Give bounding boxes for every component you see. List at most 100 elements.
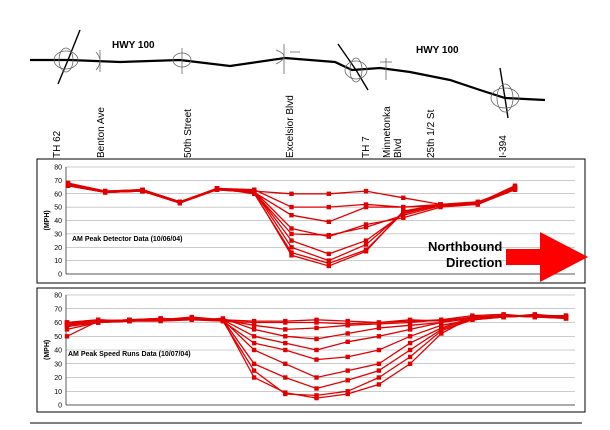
data-point	[283, 347, 288, 353]
data-point	[214, 187, 220, 192]
data-point	[314, 375, 319, 380]
data-point	[64, 323, 70, 328]
data-point	[345, 354, 350, 360]
direction-label-line1: Northbound	[428, 239, 502, 254]
y-tick-label: 20	[54, 375, 62, 382]
data-point	[283, 361, 288, 366]
data-point	[563, 316, 569, 321]
data-point	[251, 323, 257, 328]
data-point	[439, 320, 444, 325]
y-tick-label: 80	[54, 165, 62, 172]
data-point	[140, 188, 145, 194]
data-point	[220, 317, 226, 322]
data-point	[289, 204, 294, 210]
direction-arrow-icon	[506, 232, 588, 282]
data-point	[438, 202, 443, 207]
data-point	[407, 340, 413, 346]
data-point	[475, 200, 480, 206]
data-point	[363, 188, 369, 194]
data-point	[289, 250, 294, 255]
y-tick-label: 30	[54, 361, 62, 368]
data-point	[251, 334, 257, 339]
data-point	[289, 245, 294, 250]
data-point	[345, 331, 350, 336]
data-point	[376, 325, 382, 331]
data-point	[363, 204, 369, 210]
y-tick-label: 0	[58, 403, 62, 410]
y-tick-label: 30	[54, 231, 62, 238]
data-point	[439, 317, 444, 322]
y-axis-label: (MPH)	[44, 210, 51, 230]
location-label-th62: TH 62	[52, 130, 63, 158]
data-point	[363, 242, 369, 247]
data-point	[251, 340, 257, 346]
branch-line-th7	[337, 43, 369, 91]
data-point	[376, 375, 382, 380]
data-point	[401, 204, 406, 210]
data-point	[407, 361, 413, 366]
data-point	[96, 320, 101, 325]
y-axis-label: (MPH)	[44, 340, 51, 360]
data-point	[326, 233, 331, 238]
data-point	[326, 261, 331, 266]
location-label-blvd: Blvd	[393, 139, 404, 158]
data-point	[345, 391, 350, 397]
data-point	[314, 393, 319, 398]
data-point	[345, 318, 350, 324]
location-labels: TH 62 Benton Ave 50th Street Excelsior B…	[52, 95, 509, 158]
series-line-7	[66, 314, 566, 379]
y-tick-label: 40	[54, 348, 62, 355]
interchange-th62	[53, 47, 79, 73]
y-tick-label: 60	[54, 191, 62, 198]
data-point	[283, 340, 288, 346]
data-point	[470, 317, 475, 322]
data-point	[326, 258, 331, 263]
data-point	[251, 320, 257, 325]
chart-title: AM Peak Detector Data (10/06/04)	[72, 236, 183, 243]
data-point	[376, 382, 382, 387]
data-point	[64, 334, 70, 339]
y-tick-label: 70	[54, 178, 62, 185]
interchange-minnetonka	[380, 58, 392, 80]
highway-label-1: HWY 100	[112, 40, 155, 51]
data-point	[189, 317, 194, 322]
data-point	[512, 184, 518, 190]
data-point	[283, 390, 288, 395]
location-label-benton-ave: Benton Ave	[96, 107, 107, 158]
interchange-excelsior	[275, 44, 300, 74]
data-point	[326, 263, 331, 269]
data-point	[532, 314, 537, 320]
interchange-i394	[490, 83, 520, 113]
y-tick-label: 10	[54, 258, 62, 265]
data-point	[501, 313, 506, 318]
data-point	[289, 213, 294, 218]
data-point	[363, 249, 369, 254]
branch-line-th62	[57, 29, 81, 85]
data-point	[251, 368, 257, 373]
data-point	[376, 321, 382, 327]
data-point	[314, 347, 319, 353]
data-point	[314, 357, 319, 362]
interchange-50th	[172, 48, 192, 74]
data-point	[345, 378, 350, 383]
data-point	[439, 331, 444, 336]
data-point	[407, 320, 413, 325]
data-point	[401, 195, 406, 200]
data-point	[289, 226, 294, 231]
data-point	[251, 375, 257, 380]
data-point	[251, 327, 257, 332]
data-point	[64, 320, 70, 325]
data-point	[289, 253, 294, 258]
data-point	[363, 222, 369, 227]
data-point	[326, 219, 331, 224]
data-point	[345, 339, 350, 344]
data-point	[376, 361, 382, 366]
data-point	[251, 347, 257, 353]
y-tick-label: 80	[54, 293, 62, 300]
highway-map: HWY 100 HWY 100	[30, 29, 546, 119]
chart-speed-runs-data: 0 10 20 30 40 50 60 70 80 (MPH) AM Peak Speed Runs…	[44, 293, 575, 410]
location-label-50th-street: 50th Street	[183, 109, 194, 158]
location-label-minnetonka: Minnetonka	[382, 106, 393, 158]
data-point	[283, 320, 288, 325]
data-point	[177, 199, 182, 204]
